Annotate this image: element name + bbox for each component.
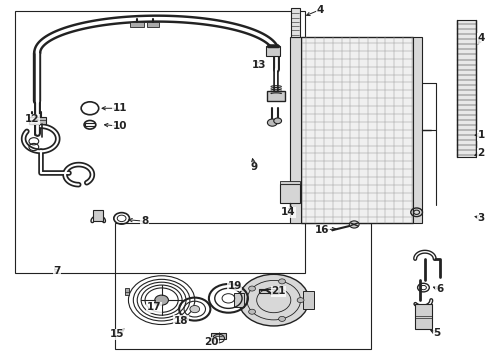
Bar [267, 91, 285, 101]
Bar [414, 305, 431, 329]
Bar [29, 117, 45, 125]
Bar [211, 333, 225, 338]
Text: 18: 18 [174, 316, 188, 325]
Text: 20: 20 [203, 337, 218, 347]
Bar [130, 22, 143, 27]
Bar [456, 21, 475, 157]
Bar [290, 8, 299, 37]
Circle shape [238, 274, 308, 326]
Text: 2: 2 [476, 148, 484, 158]
Bar [280, 181, 299, 184]
Bar [266, 45, 280, 56]
Text: 8: 8 [141, 216, 148, 226]
Text: 15: 15 [109, 329, 124, 339]
Text: 17: 17 [147, 302, 161, 312]
Text: 6: 6 [435, 284, 442, 294]
Text: 12: 12 [25, 114, 40, 124]
Text: 19: 19 [227, 281, 242, 291]
Text: 3: 3 [476, 213, 484, 222]
Text: 7: 7 [53, 266, 61, 276]
Circle shape [189, 306, 199, 313]
Circle shape [267, 119, 277, 126]
Bar [303, 291, 313, 309]
Text: 21: 21 [271, 286, 285, 296]
Text: 13: 13 [251, 60, 266, 70]
Bar [289, 37, 300, 223]
Text: 16: 16 [315, 225, 329, 235]
Text: 5: 5 [432, 328, 440, 338]
Text: 4: 4 [476, 33, 484, 43]
Bar [15, 12, 305, 273]
Bar [147, 22, 159, 27]
Bar [280, 184, 299, 203]
Circle shape [248, 286, 255, 291]
Text: 4: 4 [316, 5, 323, 15]
Text: 10: 10 [113, 121, 127, 131]
Circle shape [297, 298, 304, 303]
Bar [233, 293, 244, 307]
Bar [412, 37, 421, 223]
Text: 9: 9 [250, 162, 257, 172]
Circle shape [273, 118, 281, 124]
Circle shape [278, 279, 285, 284]
Circle shape [248, 309, 255, 314]
Circle shape [278, 316, 285, 321]
Bar [300, 37, 412, 223]
Circle shape [348, 221, 358, 228]
Bar [84, 123, 95, 126]
Bar [259, 289, 278, 293]
Bar [93, 211, 103, 221]
Circle shape [155, 295, 168, 305]
Text: 11: 11 [113, 103, 127, 113]
Text: 1: 1 [476, 130, 484, 140]
Bar [115, 223, 370, 348]
Text: 14: 14 [281, 207, 295, 217]
Bar [125, 288, 129, 296]
